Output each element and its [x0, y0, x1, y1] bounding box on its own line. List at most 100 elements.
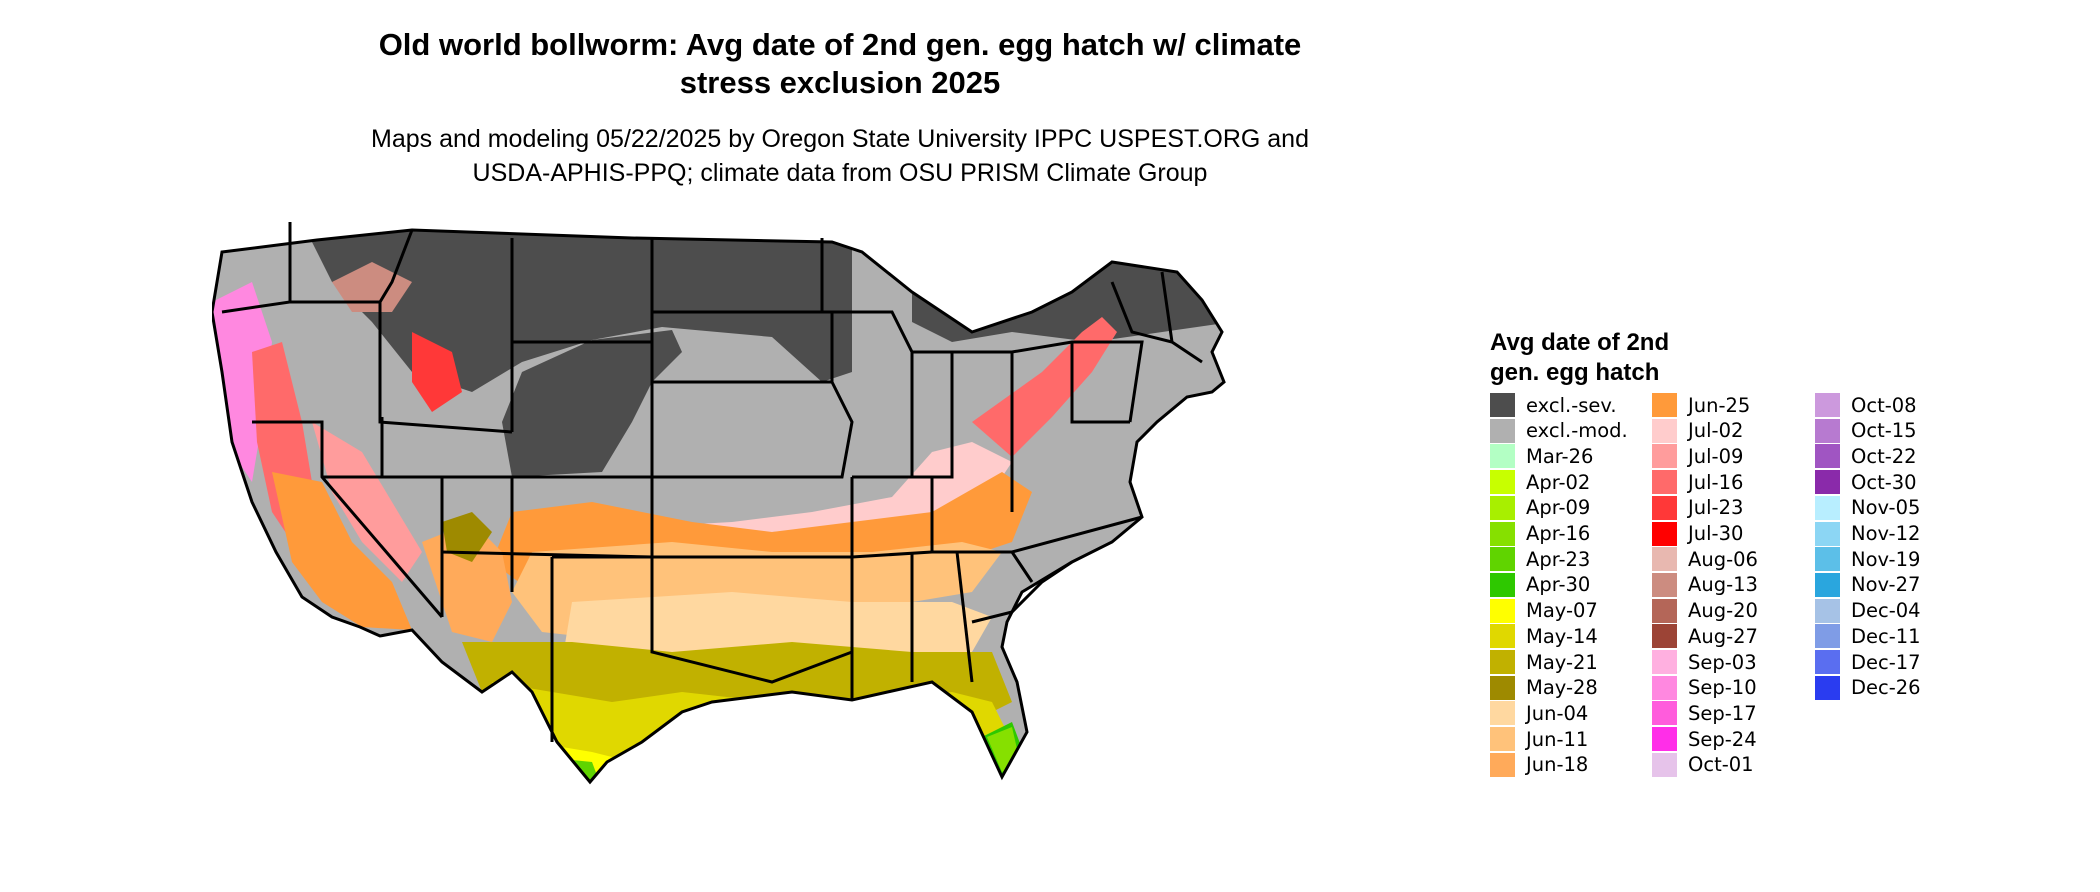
legend-label: Sep-03	[1688, 650, 1757, 674]
legend-swatch	[1815, 675, 1840, 700]
legend-label: May-28	[1526, 676, 1598, 700]
legend-label: Jul-09	[1688, 444, 1744, 468]
legend-label: May-07	[1526, 599, 1598, 623]
legend-entry: Sep-17	[1652, 701, 1757, 726]
legend-entry: Aug-13	[1652, 572, 1758, 597]
legend-label: Apr-09	[1526, 496, 1591, 520]
legend-label: Oct-08	[1851, 393, 1917, 417]
legend-swatch	[1815, 650, 1840, 674]
legend-swatch	[1815, 572, 1840, 597]
legend-entry: May-07	[1490, 598, 1598, 623]
legend-swatch	[1815, 495, 1840, 520]
legend-label: Oct-01	[1688, 753, 1754, 777]
legend-swatch	[1490, 701, 1515, 726]
legend-swatch	[1652, 572, 1677, 597]
legend-swatch	[1490, 727, 1515, 752]
legend-label: Apr-16	[1526, 522, 1591, 545]
legend-title-line-1: Avg date of 2nd	[1490, 329, 1670, 356]
legend-swatch	[1490, 521, 1515, 546]
legend-entry: Oct-22	[1815, 444, 1917, 469]
legend-entry: Dec-17	[1815, 650, 1921, 674]
legend-label: Jul-30	[1688, 522, 1744, 545]
legend-entry: excl.-mod.	[1490, 418, 1628, 443]
legend-label: May-21	[1526, 650, 1598, 674]
legend-label: Sep-17	[1688, 701, 1757, 725]
legend-swatch	[1652, 521, 1677, 546]
legend-swatch	[1652, 598, 1677, 623]
legend-swatch	[1652, 393, 1677, 417]
legend-swatch	[1815, 418, 1840, 443]
legend-entry: Nov-27	[1815, 572, 1921, 597]
legend-label: Nov-19	[1851, 547, 1921, 571]
map-title-line-1: Old world bollworm: Avg date of 2nd gen.…	[378, 27, 1302, 62]
map-title-line-2: stress exclusion 2025	[679, 65, 1001, 100]
legend-label: Dec-17	[1851, 650, 1921, 674]
us-heat-map	[212, 222, 1226, 785]
legend-entry: excl.-sev.	[1490, 393, 1617, 417]
legend-label: Nov-05	[1851, 496, 1921, 520]
legend-swatch	[1652, 675, 1677, 700]
legend-label: Mar-26	[1526, 444, 1594, 468]
map-subtitle-line-2: USDA-APHIS-PPQ; climate data from OSU PR…	[472, 159, 1208, 187]
legend-swatch	[1652, 701, 1677, 726]
legend-label: Dec-26	[1851, 676, 1921, 700]
legend-swatch	[1815, 393, 1840, 417]
legend-entry: Jul-09	[1652, 444, 1744, 469]
legend-swatch	[1815, 624, 1840, 649]
legend-label: Aug-06	[1688, 547, 1758, 571]
legend-entry: Sep-03	[1652, 650, 1757, 674]
legend-swatch	[1652, 495, 1677, 520]
legend-entry: Aug-06	[1652, 547, 1758, 572]
map-title: Old world bollworm: Avg date of 2nd gen.…	[300, 26, 1380, 102]
map-subtitle-line-1: Maps and modeling 05/22/2025 by Oregon S…	[371, 125, 1309, 153]
legend-swatch	[1490, 495, 1515, 520]
legend-label: Jul-16	[1688, 470, 1744, 494]
legend-label: Oct-15	[1851, 419, 1917, 443]
legend-label: excl.-mod.	[1526, 419, 1628, 443]
legend-entry: Jun-25	[1652, 393, 1750, 417]
legend-entry: Mar-26	[1490, 444, 1594, 469]
legend-swatch	[1490, 624, 1515, 649]
legend-swatch	[1490, 393, 1515, 417]
legend-entry: Apr-23	[1490, 547, 1591, 572]
legend-label: Jun-11	[1526, 727, 1589, 751]
legend-label: Aug-27	[1688, 624, 1758, 648]
legend-swatch	[1490, 752, 1515, 777]
legend-entry: Jul-16	[1652, 470, 1744, 495]
legend-label: excl.-sev.	[1526, 393, 1617, 417]
legend-label: Jun-18	[1526, 753, 1589, 777]
legend-swatch	[1490, 418, 1515, 443]
legend-swatch	[1652, 727, 1677, 752]
legend-entry: Jun-04	[1490, 701, 1588, 726]
legend-label: Jul-23	[1688, 496, 1744, 520]
legend-label: Nov-27	[1851, 573, 1921, 597]
legend-entry: Apr-02	[1490, 470, 1590, 495]
legend-label: Dec-04	[1851, 599, 1921, 623]
legend-entry: Dec-11	[1815, 624, 1921, 649]
legend-entry: Aug-27	[1652, 624, 1758, 649]
legend-entry: Oct-15	[1815, 418, 1917, 443]
legend-label: Sep-24	[1688, 727, 1757, 751]
legend-entry: Sep-24	[1652, 727, 1757, 752]
legend-swatch	[1490, 650, 1515, 674]
legend-entry: May-28	[1490, 675, 1598, 700]
legend-label: Aug-20	[1688, 599, 1758, 623]
legend-entry: Nov-12	[1815, 521, 1920, 546]
legend-swatch	[1490, 675, 1515, 700]
legend-entry: Aug-20	[1652, 598, 1758, 623]
legend-label: Apr-23	[1526, 547, 1591, 571]
legend-label: Sep-10	[1688, 676, 1757, 700]
legend-swatch	[1490, 598, 1515, 623]
legend-swatch	[1652, 547, 1677, 572]
legend-entry: May-14	[1490, 624, 1598, 649]
legend-entry: Apr-30	[1490, 572, 1590, 597]
legend-label: Dec-11	[1851, 624, 1921, 648]
legend-label: Jul-02	[1688, 419, 1744, 443]
legend-entry: Oct-01	[1652, 752, 1754, 777]
legend-label: Oct-30	[1851, 470, 1917, 494]
legend-swatch	[1815, 598, 1840, 623]
legend-entry: Nov-05	[1815, 495, 1921, 520]
legend-swatch	[1652, 418, 1677, 443]
legend-swatch	[1652, 650, 1677, 674]
legend-swatch	[1490, 444, 1515, 469]
